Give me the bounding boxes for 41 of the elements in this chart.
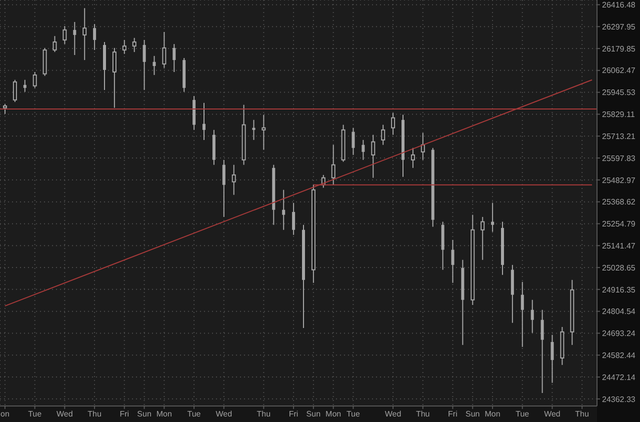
x-tick-label: Wed: [544, 410, 560, 419]
x-tick-label: on: [0, 410, 10, 419]
x-tick-label: Tue: [187, 410, 202, 419]
y-tick-label: 24582.44: [602, 350, 636, 360]
x-tick-label: Sun: [137, 410, 152, 419]
y-tick-label: 26297.95: [602, 22, 636, 32]
y-tick-label: 26416.48: [602, 0, 636, 10]
x-tick-label: Mon: [326, 410, 342, 419]
y-tick-label: 24362.33: [602, 394, 636, 404]
y-tick-label: 25713.21: [602, 132, 636, 141]
y-tick-label: 26062.47: [602, 66, 636, 76]
x-tick-label: Mon: [484, 410, 500, 419]
x-tick-label: Mon: [156, 410, 172, 419]
y-tick-label: 25945.53: [602, 88, 636, 98]
x-tick-label: Thu: [416, 410, 430, 419]
x-tick-label: Sun: [306, 410, 321, 419]
x-tick-label: Thu: [575, 410, 589, 419]
x-tick-label: Fri: [120, 410, 130, 419]
x-tick-label: Sun: [466, 410, 480, 419]
y-tick-label: 25829.11: [602, 110, 636, 120]
y-tick-label: 24472.14: [602, 372, 636, 382]
y-tick-label: 25254.79: [602, 220, 636, 229]
y-tick-label: 25368.62: [602, 198, 636, 207]
x-tick-label: Fri: [448, 410, 458, 419]
x-tick-label: Fri: [288, 410, 298, 419]
y-tick-label: 24916.35: [602, 285, 636, 294]
y-tick-label: 24804.54: [602, 307, 636, 316]
x-tick-label: Tue: [346, 410, 361, 419]
x-tick-label: Thu: [88, 410, 102, 419]
y-tick-label: 24693.24: [602, 329, 636, 338]
x-tick-label: Tue: [516, 410, 530, 419]
y-tick-label: 25482.97: [602, 176, 636, 185]
x-tick-label: Wed: [216, 410, 232, 419]
x-tick-label: Wed: [56, 410, 73, 419]
x-tick-label: Thu: [256, 410, 271, 419]
y-tick-label: 26179.85: [602, 44, 636, 54]
y-tick-label: 25597.83: [602, 154, 636, 163]
y-tick-label: 25141.47: [602, 241, 636, 250]
y-tick-label: 25028.65: [602, 263, 636, 272]
x-tick-label: Tue: [28, 410, 42, 419]
x-tick-label: Wed: [384, 410, 402, 419]
